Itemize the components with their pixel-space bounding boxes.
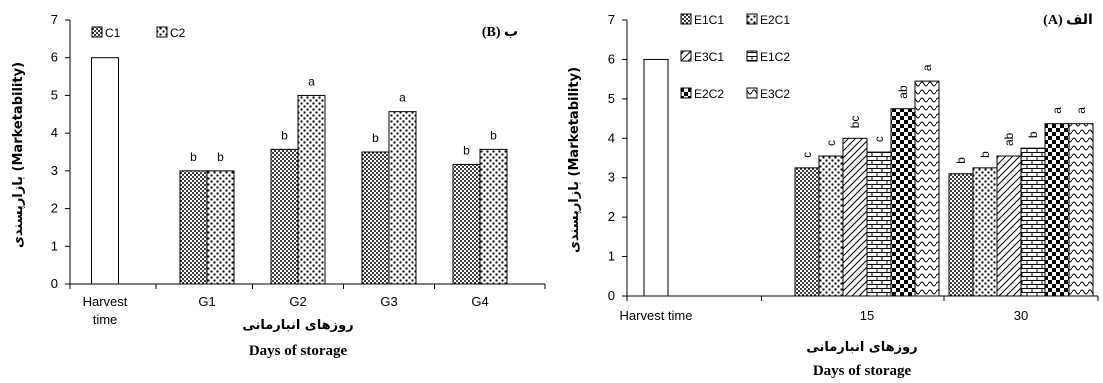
legend-label-e3c1: E3C1 <box>694 50 724 64</box>
chart-title: ب (B) <box>482 25 518 40</box>
y-axis-label: بازارپسندی (Marketability) <box>11 62 26 248</box>
bar-e1c1 <box>948 173 974 297</box>
legend-swatch-c1 <box>91 26 103 38</box>
chart-b: 0 1 2 3 4 5 6 7 Harvest time G1 G2 G3 G4 b b b a b a b b C1 C2 ب… <box>11 12 546 359</box>
y-tick-label: 7 <box>608 12 615 27</box>
legend-label-e2c1: E2C1 <box>760 13 790 27</box>
significance-label: b <box>217 150 224 164</box>
legend-swatch-e3c2 <box>746 87 758 99</box>
bar-e2c2 <box>1044 123 1070 297</box>
significance-label: b <box>463 143 470 157</box>
x-axis-label-en: Days of storage <box>249 343 348 359</box>
bar-e2c1 <box>972 167 998 297</box>
y-axis-label: بازارپسندی (Marketability) <box>567 67 582 253</box>
significance-label: b <box>372 131 379 145</box>
x-category-label: G1 <box>198 294 215 309</box>
bar-e3c2 <box>914 80 940 297</box>
significance-label: c <box>872 136 886 142</box>
y-tick-label: 6 <box>608 51 615 66</box>
bar-c1 <box>361 151 390 285</box>
y-tick-label: 7 <box>51 12 58 27</box>
legend-label-e1c2: E1C2 <box>760 50 790 64</box>
y-tick-label: 5 <box>608 91 615 106</box>
y-tick-label: 3 <box>51 163 58 178</box>
significance-label: a <box>399 91 406 105</box>
bar-e3c1 <box>842 137 868 297</box>
bar-c1 <box>179 170 208 285</box>
significance-label: b <box>190 150 197 164</box>
x-category-label: time <box>93 312 118 327</box>
significance-label: b <box>1026 131 1040 138</box>
significance-label: b <box>954 157 968 164</box>
y-tick-label: 0 <box>608 288 615 303</box>
y-tick-label: 6 <box>51 50 58 65</box>
significance-label: a <box>920 64 934 71</box>
significance-label: a <box>1050 107 1064 114</box>
significance-label: a <box>1074 107 1088 114</box>
significance-label: a <box>308 74 315 88</box>
y-tick-label: 5 <box>51 87 58 102</box>
legend-label-e2c2: E2C2 <box>694 87 724 101</box>
bar-c1 <box>270 148 299 285</box>
significance-label: c <box>824 140 838 146</box>
bar-e1c2 <box>1020 147 1046 297</box>
x-category-label: 15 <box>860 308 874 323</box>
bar-c2 <box>479 148 508 285</box>
y-tick-label: 0 <box>51 276 58 291</box>
bar-c2 <box>388 111 417 285</box>
legend-swatch-c2 <box>156 26 168 38</box>
bar-e2c2 <box>890 108 916 297</box>
x-category-label: G4 <box>471 294 488 309</box>
x-axis-label-fa: روزهای انبارمانی <box>806 340 917 355</box>
significance-label: c <box>800 152 814 158</box>
legend-swatch-e1c2 <box>746 50 758 62</box>
y-tick-label: 2 <box>608 209 615 224</box>
legend-swatch-e2c1 <box>746 13 758 25</box>
y-tick-label: 4 <box>608 130 615 145</box>
x-category-label: G3 <box>380 294 397 309</box>
significance-label: bc <box>848 116 862 129</box>
bar-harvest-time <box>91 57 119 285</box>
y-tick-label: 2 <box>51 201 58 216</box>
x-category-label: Harvest <box>83 294 128 309</box>
bar-e2c1 <box>818 155 844 297</box>
y-tick-label: 1 <box>608 249 615 264</box>
legend-label-c2: C2 <box>170 26 186 40</box>
y-tick-label: 1 <box>51 238 58 253</box>
chart-title: الف (A) <box>1043 13 1093 28</box>
legend-label-e1c1: E1C1 <box>694 13 724 27</box>
legend-swatch-e2c2 <box>680 87 692 99</box>
significance-label: ab <box>896 85 910 99</box>
significance-label: b <box>281 128 288 142</box>
x-axis-label-fa: روزهای انبارمانی <box>242 318 353 333</box>
x-category-label: Harvest time <box>620 308 693 323</box>
bar-e3c1 <box>996 155 1022 297</box>
y-tick-label: 3 <box>608 170 615 185</box>
bar-e1c1 <box>794 167 820 297</box>
x-category-label: G2 <box>289 294 306 309</box>
bar-harvest-time <box>643 58 669 297</box>
significance-label: b <box>978 151 992 158</box>
legend-label-e3c2: E3C2 <box>760 87 790 101</box>
legend-swatch-e3c1 <box>680 50 692 62</box>
x-axis-label-en: Days of storage <box>813 363 912 379</box>
significance-label: ab <box>1002 132 1016 146</box>
bar-e1c2 <box>866 151 892 297</box>
y-tick-label: 4 <box>51 125 58 140</box>
bar-e3c2 <box>1068 123 1094 297</box>
legend-swatch-e1c1 <box>680 13 692 25</box>
x-category-label: 30 <box>1014 308 1028 323</box>
significance-label: b <box>490 128 497 142</box>
bar-c2 <box>297 94 326 285</box>
bar-c2 <box>206 170 235 285</box>
bar-c1 <box>452 163 481 285</box>
legend-label-c1: C1 <box>105 26 121 40</box>
